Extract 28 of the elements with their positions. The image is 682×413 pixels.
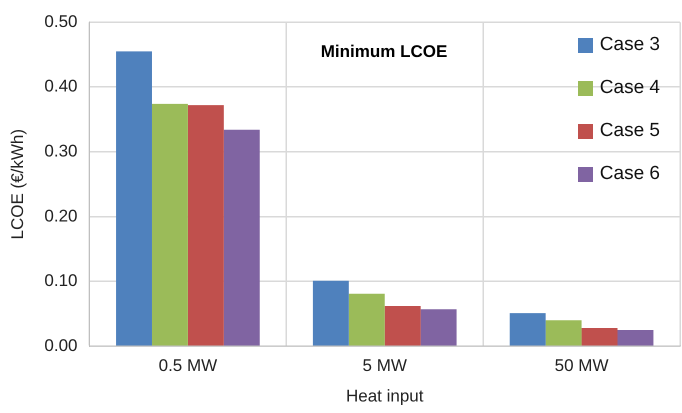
bar — [618, 330, 654, 346]
y-tick-label: 0.10 — [44, 271, 78, 290]
legend-label: Case 4 — [600, 77, 660, 100]
y-tick-label: 0.00 — [44, 336, 78, 355]
legend-label: Case 5 — [600, 120, 660, 142]
bar — [546, 320, 582, 346]
bar — [348, 294, 385, 346]
y-tick-label: 0.20 — [44, 206, 78, 226]
bar — [510, 313, 546, 346]
y-tick-label: 0.40 — [44, 76, 78, 96]
legend-label: Case 6 — [600, 163, 660, 186]
bar — [312, 280, 349, 346]
x-tick-label: 5 MW — [362, 356, 407, 376]
bar — [116, 51, 152, 346]
y-tick-label: 0.30 — [44, 141, 78, 160]
bar — [152, 104, 188, 346]
bar — [384, 306, 421, 346]
bar — [420, 309, 457, 346]
y-tick-label: 0.50 — [44, 12, 78, 31]
x-tick-label: 50 MW — [554, 356, 609, 376]
annotation: Minimum LCOE — [320, 42, 448, 61]
y-axis-title: LCOE (€/kWh) — [8, 128, 27, 240]
bar — [582, 328, 618, 346]
x-axis-title: Heat input — [346, 386, 424, 406]
bar — [224, 130, 260, 346]
x-tick-label: 0.5 MW — [158, 356, 218, 376]
legend-label: Case 3 — [600, 34, 660, 56]
bar — [188, 105, 224, 346]
